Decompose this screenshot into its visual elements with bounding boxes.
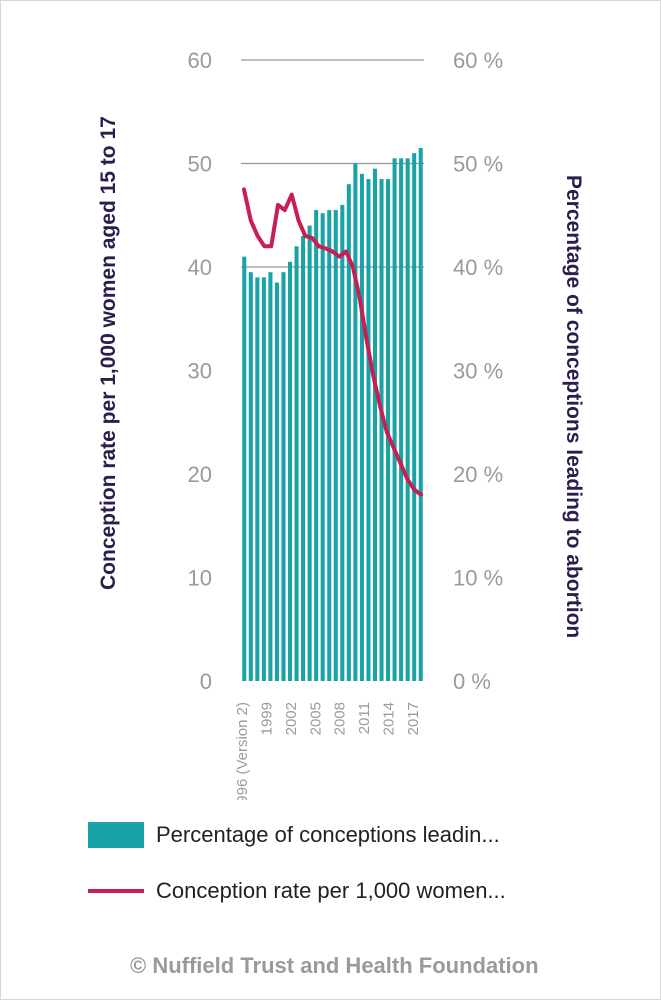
bar [359,173,364,681]
right-tick-label: 30 % [453,359,503,384]
bar [405,158,410,681]
left-tick-label: 20 [188,462,212,487]
left-tick-label: 50 [188,152,212,177]
x-tick-label: 2005 [307,702,324,735]
bar [333,210,338,681]
bar [294,246,299,682]
legend-item-bars[interactable]: Percentage of conceptions leadin... [88,822,500,848]
legend-swatch-bar [88,822,144,848]
bar [392,158,397,681]
conception-rate-line [242,187,423,497]
bar [268,272,273,681]
left-axis-title: Conception rate per 1,000 women aged 15 … [97,116,120,590]
legend-item-line[interactable]: Conception rate per 1,000 women... [88,878,506,904]
legend-label-bars: Percentage of conceptions leadin... [156,822,500,847]
x-tick-label: 2008 [332,702,349,735]
right-tick-label: 20 % [453,462,503,487]
right-tick-label: 10 % [453,566,503,591]
bar [327,210,332,681]
bar [301,235,306,681]
x-tick-label: 2017 [405,702,422,735]
bar [314,210,319,681]
right-tick-label: 50 % [453,152,503,177]
bar [366,179,371,681]
bar [307,225,312,681]
left-tick-label: 40 [188,255,212,280]
left-tick-label: 10 [188,566,212,591]
x-tick-label: 2011 [356,702,373,734]
left-tick-label: 60 [188,48,212,73]
bar [261,277,266,681]
right-tick-label: 0 % [453,669,491,694]
right-axis-title: Percentage of conceptions leading to abo… [562,175,585,639]
bar [379,179,384,681]
legend-label-line: Conception rate per 1,000 women... [156,878,506,903]
bar [412,153,417,681]
x-tick-label: 1999 [258,702,275,735]
legend-swatch-line [88,889,144,893]
bar [340,204,345,681]
left-tick-label: 0 [200,669,212,694]
right-tick-label: 40 % [453,255,503,280]
bar [281,272,286,681]
bar [242,256,247,681]
x-tick-label: 2002 [283,702,300,735]
bar [287,261,293,681]
x-tick-label: 2014 [381,702,398,735]
right-tick-label: 60 % [453,48,503,73]
bar [399,158,404,681]
bar [346,184,351,681]
bar [248,272,253,681]
bar [274,282,279,681]
left-tick-label: 30 [188,359,212,384]
bar [353,163,358,681]
bar [320,213,325,681]
chart-plot: 60 50 40 30 20 10 0 60 % 50 % 40 % 30 % 20 % 10 % 0 … [188,48,504,800]
credit-text: © Nuffield Trust and Health Foundation [130,953,539,978]
bar [418,147,423,682]
bar [255,277,260,681]
bar [372,168,378,682]
x-tick-label: 1996 (Version 2) [234,702,251,800]
